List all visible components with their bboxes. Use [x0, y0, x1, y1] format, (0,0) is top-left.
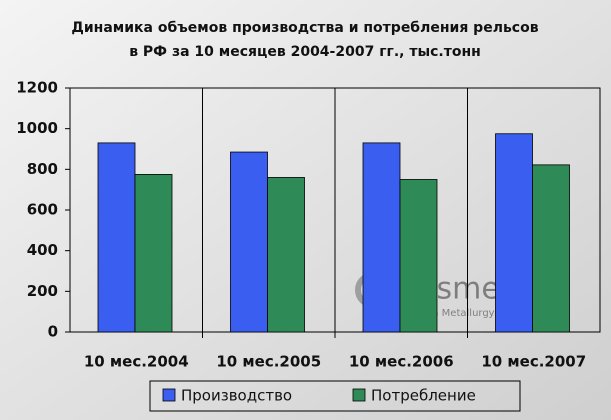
- bar: [97, 142, 136, 333]
- bar: [399, 179, 438, 333]
- watermark-text: Russian Metallurgy and World: [400, 308, 548, 319]
- bar: [230, 151, 268, 333]
- x-tick-label: 10 мес.2007: [481, 353, 586, 371]
- legend-swatch: [352, 388, 366, 402]
- bar: [362, 142, 401, 333]
- bar: [532, 164, 570, 333]
- y-tick-label: 400: [27, 241, 58, 259]
- y-tick-label: 0: [48, 323, 58, 341]
- x-tick-label: 10 мес.2006: [349, 353, 454, 371]
- bar: [267, 177, 305, 333]
- y-tick-label: 200: [27, 282, 58, 300]
- chart-title: в РФ за 10 месяцев 2004-2007 гг., тыс.то…: [129, 44, 481, 60]
- y-tick-label: 1000: [16, 119, 58, 137]
- legend-label: Производство: [181, 387, 292, 405]
- legend-label: Потребление: [371, 387, 476, 405]
- legend-swatch: [162, 388, 176, 402]
- legend: [149, 380, 521, 412]
- x-tick-label: 10 мес.2005: [216, 353, 321, 371]
- x-tick-label: 10 мес.2004: [84, 353, 189, 371]
- chart-title: Динамика объемов производства и потребле…: [71, 20, 538, 36]
- y-tick-label: 600: [27, 201, 58, 219]
- y-tick-label: 1200: [16, 79, 58, 97]
- bar: [134, 174, 173, 333]
- bar: [495, 133, 533, 333]
- y-tick-label: 800: [27, 160, 58, 178]
